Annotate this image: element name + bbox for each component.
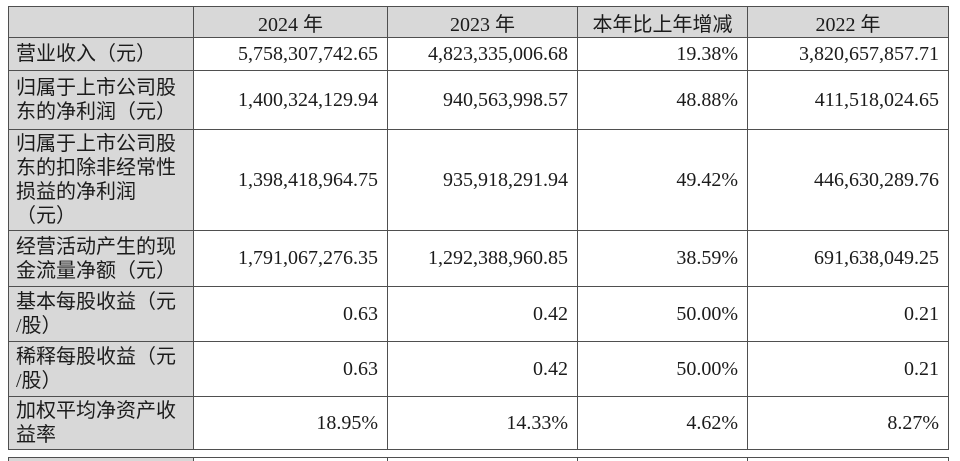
row-label: [8, 457, 194, 461]
cell-yoy: 19.38%: [577, 37, 748, 71]
cell-yoy: 50.00%: [577, 341, 748, 397]
cell-yoy: 49.42%: [577, 129, 748, 231]
row-label: 归属于上市公司股 东的净利润（元）: [8, 70, 194, 130]
header-yoy-change: 本年比上年增减: [577, 6, 748, 38]
cell-2024: 0.63: [193, 341, 388, 397]
header-year-2023: 2023 年: [387, 6, 578, 38]
table-row-partial: [8, 457, 949, 461]
cell-2022: 0.21: [747, 341, 949, 397]
table-row: 基本每股收益（元 /股） 0.63 0.42 50.00% 0.21: [8, 286, 949, 342]
header-year-2024: 2024 年: [193, 6, 388, 38]
cell-yoy: 38.59%: [577, 230, 748, 287]
cell-yoy: 48.88%: [577, 70, 748, 130]
cell-2024: [193, 457, 388, 461]
row-label: 基本每股收益（元 /股）: [8, 286, 194, 342]
next-row-partial: [8, 457, 949, 461]
cell-2023: 4,823,335,006.68: [387, 37, 578, 71]
cell-2023: 935,918,291.94: [387, 129, 578, 231]
row-label: 加权平均净资产收 益率: [8, 396, 194, 450]
header-metric: [8, 6, 194, 38]
cell-2023: 0.42: [387, 341, 578, 397]
cell-2024: 1,791,067,276.35: [193, 230, 388, 287]
cell-2024: 0.63: [193, 286, 388, 342]
cell-2024: 1,400,324,129.94: [193, 70, 388, 130]
cell-2024: 5,758,307,742.65: [193, 37, 388, 71]
table-row: 加权平均净资产收 益率 18.95% 14.33% 4.62% 8.27%: [8, 396, 949, 450]
cell-yoy: 50.00%: [577, 286, 748, 342]
header-year-2022: 2022 年: [747, 6, 949, 38]
row-label: 归属于上市公司股 东的扣除非经常性 损益的净利润 （元）: [8, 129, 194, 231]
table-row: 归属于上市公司股 东的净利润（元） 1,400,324,129.94 940,5…: [8, 70, 949, 130]
cell-yoy: [577, 457, 748, 461]
cell-2022: [747, 457, 949, 461]
table-row: 归属于上市公司股 东的扣除非经常性 损益的净利润 （元） 1,398,418,9…: [8, 129, 949, 231]
table-row: 营业收入（元） 5,758,307,742.65 4,823,335,006.6…: [8, 37, 949, 71]
cell-2023: 0.42: [387, 286, 578, 342]
table-row: 稀释每股收益（元 /股） 0.63 0.42 50.00% 0.21: [8, 341, 949, 397]
cell-2022: 446,630,289.76: [747, 129, 949, 231]
row-label: 经营活动产生的现 金流量净额（元）: [8, 230, 194, 287]
cell-2023: 14.33%: [387, 396, 578, 450]
cell-2023: 940,563,998.57: [387, 70, 578, 130]
cell-2022: 0.21: [747, 286, 949, 342]
row-label: 营业收入（元）: [8, 37, 194, 71]
row-label: 稀释每股收益（元 /股）: [8, 341, 194, 397]
cell-2023: 1,292,388,960.85: [387, 230, 578, 287]
cell-2022: 8.27%: [747, 396, 949, 450]
cell-2022: 3,820,657,857.71: [747, 37, 949, 71]
cell-yoy: 4.62%: [577, 396, 748, 450]
cell-2022: 691,638,049.25: [747, 230, 949, 287]
cell-2023: [387, 457, 578, 461]
key-financials-table: 2024 年 2023 年 本年比上年增减 2022 年 营业收入（元） 5,7…: [8, 6, 949, 450]
cell-2024: 18.95%: [193, 396, 388, 450]
table-row: 经营活动产生的现 金流量净额（元） 1,791,067,276.35 1,292…: [8, 230, 949, 287]
header-row: 2024 年 2023 年 本年比上年增减 2022 年: [8, 6, 949, 38]
cell-2024: 1,398,418,964.75: [193, 129, 388, 231]
cell-2022: 411,518,024.65: [747, 70, 949, 130]
